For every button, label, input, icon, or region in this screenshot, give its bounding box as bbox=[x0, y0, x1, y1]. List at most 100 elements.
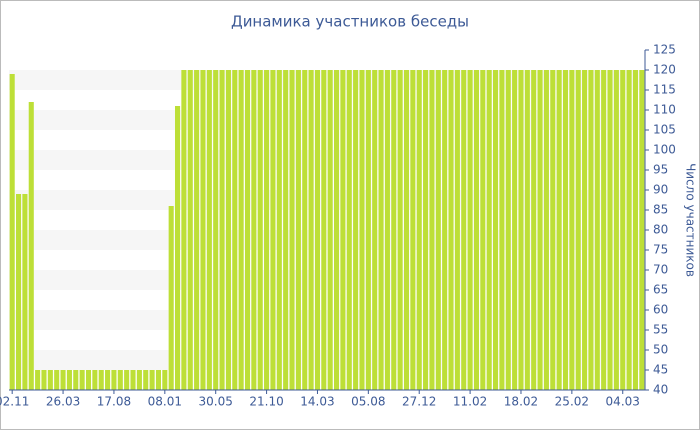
bar bbox=[454, 70, 460, 390]
bar bbox=[181, 70, 187, 390]
y-tick-label: 80 bbox=[653, 223, 668, 237]
x-tick-label: 05.08 bbox=[351, 395, 385, 409]
bar bbox=[130, 370, 136, 390]
bar bbox=[365, 70, 371, 390]
bar bbox=[518, 70, 524, 390]
bar bbox=[47, 370, 53, 390]
grid-band bbox=[9, 150, 645, 170]
bar bbox=[194, 70, 200, 390]
grid-band bbox=[9, 230, 645, 250]
bar bbox=[562, 70, 569, 390]
bar bbox=[588, 70, 594, 390]
bar bbox=[79, 370, 85, 390]
bar bbox=[543, 70, 549, 390]
bar bbox=[531, 70, 537, 390]
bar bbox=[556, 70, 562, 390]
bar bbox=[327, 70, 333, 390]
chart-title: Динамика участников беседы bbox=[231, 13, 469, 31]
bar bbox=[333, 70, 340, 390]
bar bbox=[550, 70, 556, 390]
bar bbox=[607, 70, 613, 390]
x-tick-label: 21.10 bbox=[249, 395, 283, 409]
grid-band bbox=[9, 70, 645, 90]
y-tick-label: 65 bbox=[653, 283, 668, 297]
bar bbox=[85, 370, 92, 390]
grid-band bbox=[9, 350, 645, 370]
bar bbox=[639, 70, 645, 390]
bar bbox=[467, 70, 473, 390]
bar bbox=[569, 70, 575, 390]
bar bbox=[213, 70, 219, 390]
bar bbox=[302, 70, 308, 390]
y-tick-label: 60 bbox=[653, 303, 668, 317]
bar bbox=[143, 370, 149, 390]
bar bbox=[206, 70, 212, 390]
bar bbox=[41, 370, 47, 390]
bar bbox=[403, 70, 410, 390]
bar bbox=[244, 70, 251, 390]
bar bbox=[321, 70, 327, 390]
bar bbox=[575, 70, 581, 390]
bar bbox=[492, 70, 499, 390]
bar bbox=[461, 70, 467, 390]
bar bbox=[270, 70, 276, 390]
bar bbox=[346, 70, 352, 390]
bar bbox=[480, 70, 486, 390]
bar bbox=[200, 70, 206, 390]
bar bbox=[423, 70, 429, 390]
bar bbox=[257, 70, 263, 390]
y-tick-label: 75 bbox=[653, 243, 668, 257]
y-tick-label: 50 bbox=[653, 343, 668, 357]
bar bbox=[149, 370, 155, 390]
bar bbox=[251, 70, 257, 390]
bar bbox=[238, 70, 244, 390]
bar bbox=[372, 70, 378, 390]
bar bbox=[73, 370, 79, 390]
bar bbox=[15, 194, 22, 390]
bar bbox=[124, 370, 130, 390]
grid-band bbox=[9, 110, 645, 130]
bar bbox=[384, 70, 390, 390]
bar bbox=[66, 370, 72, 390]
bar bbox=[537, 70, 543, 390]
bar bbox=[295, 70, 301, 390]
bar bbox=[98, 370, 104, 390]
bar bbox=[60, 370, 66, 390]
bar bbox=[92, 370, 98, 390]
bar bbox=[340, 70, 346, 390]
bar bbox=[416, 70, 422, 390]
x-tick-label: 08.01 bbox=[148, 395, 182, 409]
bar bbox=[391, 70, 397, 390]
bar bbox=[22, 194, 28, 390]
bar bbox=[289, 70, 295, 390]
y-tick-label: 115 bbox=[653, 83, 676, 97]
bar bbox=[410, 70, 416, 390]
grid-band bbox=[9, 190, 645, 210]
y-tick-label: 120 bbox=[653, 63, 676, 77]
bar bbox=[512, 70, 518, 390]
bar bbox=[486, 70, 492, 390]
bar bbox=[264, 70, 270, 390]
y-tick-label: 110 bbox=[653, 103, 676, 117]
bar bbox=[359, 70, 365, 390]
x-tick-label: 04.03 bbox=[606, 395, 640, 409]
y-tick-label: 45 bbox=[653, 363, 668, 377]
bar bbox=[187, 70, 193, 390]
bar bbox=[397, 70, 403, 390]
bar bbox=[283, 70, 289, 390]
x-tick-label: 18.02 bbox=[504, 395, 538, 409]
bar bbox=[429, 70, 435, 390]
bar bbox=[448, 70, 454, 390]
bar bbox=[155, 370, 162, 390]
x-tick-label: 11.02 bbox=[453, 395, 487, 409]
bar bbox=[174, 106, 181, 390]
bar bbox=[276, 70, 282, 390]
bar bbox=[308, 70, 314, 390]
bar bbox=[219, 70, 225, 390]
x-tick-label: 02.11 bbox=[0, 395, 29, 409]
bar bbox=[435, 70, 441, 390]
x-tick-label: 26.03 bbox=[46, 395, 80, 409]
bar bbox=[9, 74, 15, 390]
y-tick-label: 70 bbox=[653, 263, 668, 277]
x-tick-label: 14.03 bbox=[300, 395, 334, 409]
